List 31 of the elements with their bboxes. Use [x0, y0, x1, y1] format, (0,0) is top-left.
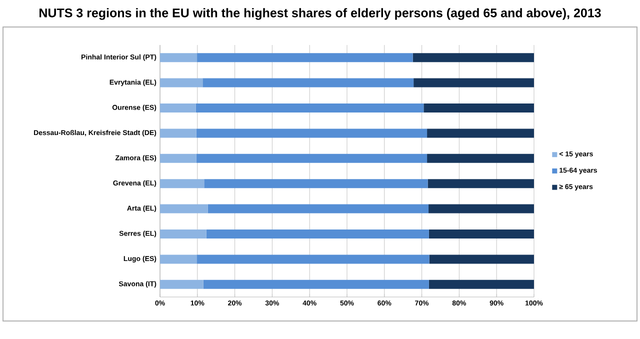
bar — [428, 229, 534, 238]
bar — [414, 78, 534, 88]
bar — [206, 229, 429, 238]
bar — [202, 78, 414, 88]
bar — [204, 179, 428, 188]
bar — [208, 204, 429, 214]
bar — [160, 229, 206, 238]
bar — [196, 154, 428, 163]
bar — [429, 254, 534, 264]
bar — [160, 78, 203, 88]
bar — [160, 280, 204, 289]
bar — [428, 204, 534, 214]
chart-title: NUTS 3 regions in the EU with the highest shares of elderly persons (aged 65 and above), 2013 — [40, 8, 601, 20]
bar — [160, 179, 204, 188]
bar — [203, 280, 429, 289]
bar — [196, 128, 428, 138]
bar — [412, 53, 534, 62]
bar — [160, 204, 208, 214]
bar — [428, 280, 534, 289]
bar — [427, 128, 534, 138]
bar — [424, 103, 534, 112]
bar — [160, 103, 196, 112]
bar — [427, 154, 534, 163]
bar — [160, 128, 196, 138]
bar — [197, 53, 413, 62]
bar — [428, 179, 534, 188]
bar — [196, 103, 424, 112]
bar — [196, 254, 430, 264]
bar — [160, 53, 198, 62]
bar — [160, 254, 197, 264]
bar — [160, 154, 196, 163]
